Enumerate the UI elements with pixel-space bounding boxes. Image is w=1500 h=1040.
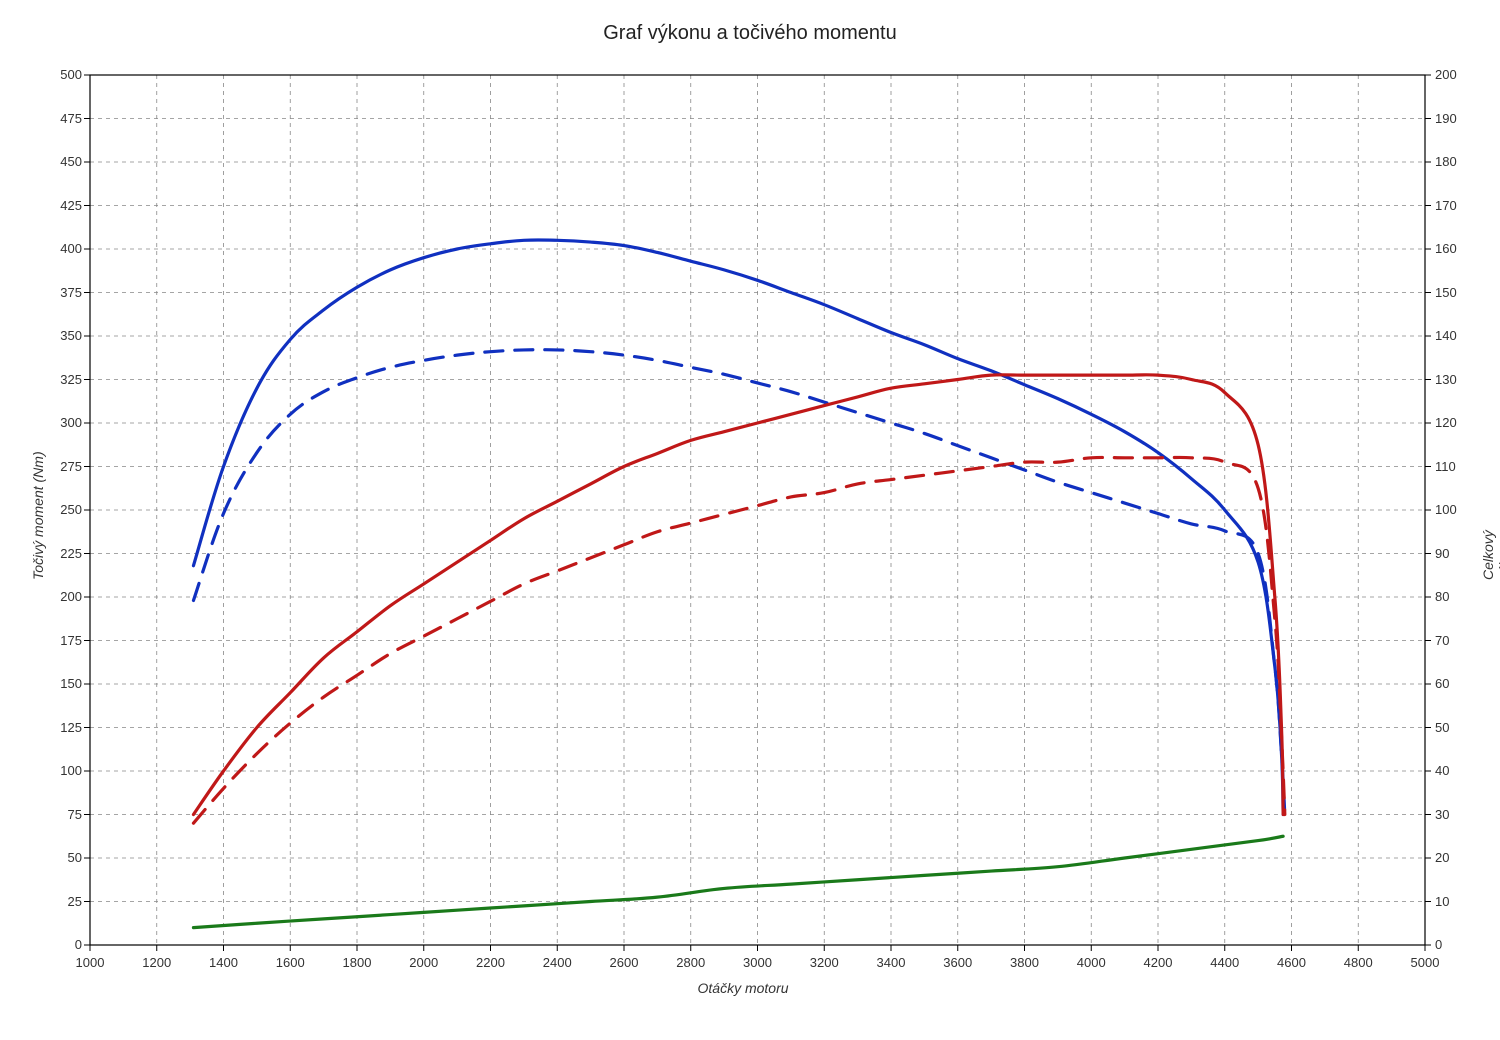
tick-label: 150 (42, 676, 82, 691)
tick-label: 2800 (666, 955, 716, 970)
tick-label: 4000 (1066, 955, 1116, 970)
tick-label: 2000 (399, 955, 449, 970)
tick-label: 3200 (799, 955, 849, 970)
tick-label: 175 (42, 633, 82, 648)
tick-label: 50 (42, 850, 82, 865)
tick-label: 250 (42, 502, 82, 517)
tick-label: 400 (42, 241, 82, 256)
tick-label: 350 (42, 328, 82, 343)
tick-label: 500 (42, 67, 82, 82)
tick-label: 450 (42, 154, 82, 169)
y-axis-right-label: Celkový výkon [kW] (1480, 530, 1500, 580)
tick-label: 475 (42, 111, 82, 126)
tick-label: 1400 (199, 955, 249, 970)
tick-label: 75 (42, 807, 82, 822)
tick-label: 375 (42, 285, 82, 300)
tick-label: 10 (1435, 894, 1449, 909)
tick-label: 90 (1435, 546, 1449, 561)
tick-label: 325 (42, 372, 82, 387)
tick-label: 130 (1435, 372, 1457, 387)
tick-label: 275 (42, 459, 82, 474)
tick-label: 4600 (1267, 955, 1317, 970)
tick-label: 60 (1435, 676, 1449, 691)
tick-label: 70 (1435, 633, 1449, 648)
tick-label: 30 (1435, 807, 1449, 822)
tick-label: 425 (42, 198, 82, 213)
tick-label: 300 (42, 415, 82, 430)
tick-label: 3800 (1000, 955, 1050, 970)
tick-label: 1600 (265, 955, 315, 970)
tick-label: 100 (42, 763, 82, 778)
tick-label: 180 (1435, 154, 1457, 169)
tick-label: 190 (1435, 111, 1457, 126)
tick-label: 0 (1435, 937, 1442, 952)
tick-label: 0 (42, 937, 82, 952)
tick-label: 110 (1435, 459, 1456, 474)
tick-label: 4400 (1200, 955, 1250, 970)
tick-label: 40 (1435, 763, 1449, 778)
tick-label: 1800 (332, 955, 382, 970)
tick-label: 120 (1435, 415, 1457, 430)
tick-label: 1000 (65, 955, 115, 970)
tick-label: 3600 (933, 955, 983, 970)
tick-label: 170 (1435, 198, 1457, 213)
tick-label: 3400 (866, 955, 916, 970)
tick-label: 100 (1435, 502, 1457, 517)
tick-label: 80 (1435, 589, 1449, 604)
tick-label: 25 (42, 894, 82, 909)
tick-label: 150 (1435, 285, 1457, 300)
tick-label: 2200 (466, 955, 516, 970)
tick-label: 1200 (132, 955, 182, 970)
x-axis-label: Otáčky motoru (698, 980, 789, 996)
tick-label: 225 (42, 546, 82, 561)
tick-label: 140 (1435, 328, 1457, 343)
tick-label: 5000 (1400, 955, 1450, 970)
tick-label: 125 (42, 720, 82, 735)
dyno-chart: DC WWW.DYNOCHECK.COM (90, 75, 1425, 945)
tick-label: 160 (1435, 241, 1457, 256)
tick-label: 50 (1435, 720, 1449, 735)
tick-label: 20 (1435, 850, 1449, 865)
tick-label: 200 (1435, 67, 1457, 82)
tick-label: 200 (42, 589, 82, 604)
tick-label: 4800 (1333, 955, 1383, 970)
tick-label: 3000 (733, 955, 783, 970)
chart-title: Graf výkonu a točivého momentu (0, 22, 1500, 45)
tick-label: 4200 (1133, 955, 1183, 970)
tick-label: 2600 (599, 955, 649, 970)
tick-label: 2400 (532, 955, 582, 970)
